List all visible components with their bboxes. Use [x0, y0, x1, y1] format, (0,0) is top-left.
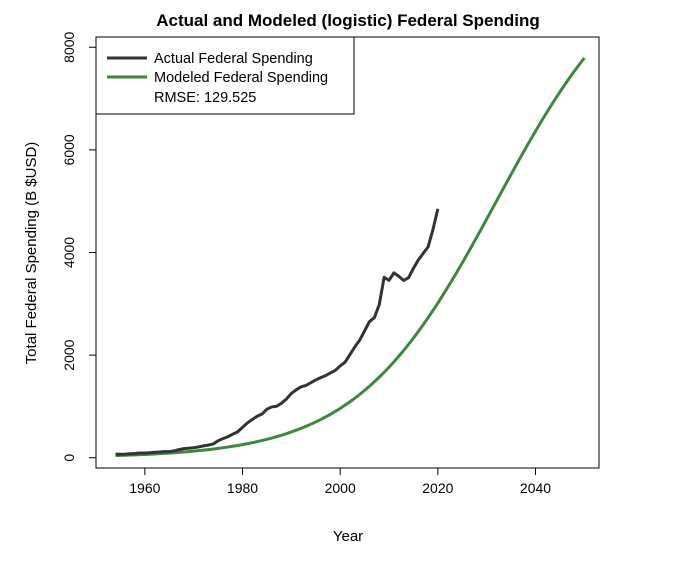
series-line-modeled: [115, 57, 586, 458]
y-axis: 0 2000 4000 6000 8000: [61, 31, 96, 462]
legend-actual-label: Actual Federal Spending: [154, 51, 313, 67]
y-tick-label: 6000: [61, 134, 77, 165]
legend-rmse-label: RMSE: 129.525: [154, 90, 256, 106]
series-layer: [115, 57, 586, 458]
legend: Actual Federal Spending Modeled Federal …: [95, 36, 355, 115]
chart-title: Actual and Modeled (logistic) Federal Sp…: [156, 11, 539, 30]
x-axis: 1960 1980 2000 2020 2040: [129, 468, 551, 496]
y-tick-label: 4000: [61, 237, 77, 268]
series-line-actual: [115, 208, 440, 456]
y-axis-label: Total Federal Spending (B $USD): [23, 142, 40, 365]
x-axis-label: Year: [333, 528, 363, 545]
y-tick-label: 0: [61, 454, 77, 462]
x-tick-label: 1980: [227, 480, 258, 496]
legend-modeled-label: Modeled Federal Spending: [154, 70, 328, 86]
y-tick-label: 8000: [61, 31, 77, 62]
x-tick-label: 2040: [520, 480, 551, 496]
x-tick-label: 2000: [325, 480, 356, 496]
x-tick-label: 1960: [129, 480, 160, 496]
y-tick-label: 2000: [61, 339, 77, 370]
x-tick-label: 2020: [422, 480, 453, 496]
